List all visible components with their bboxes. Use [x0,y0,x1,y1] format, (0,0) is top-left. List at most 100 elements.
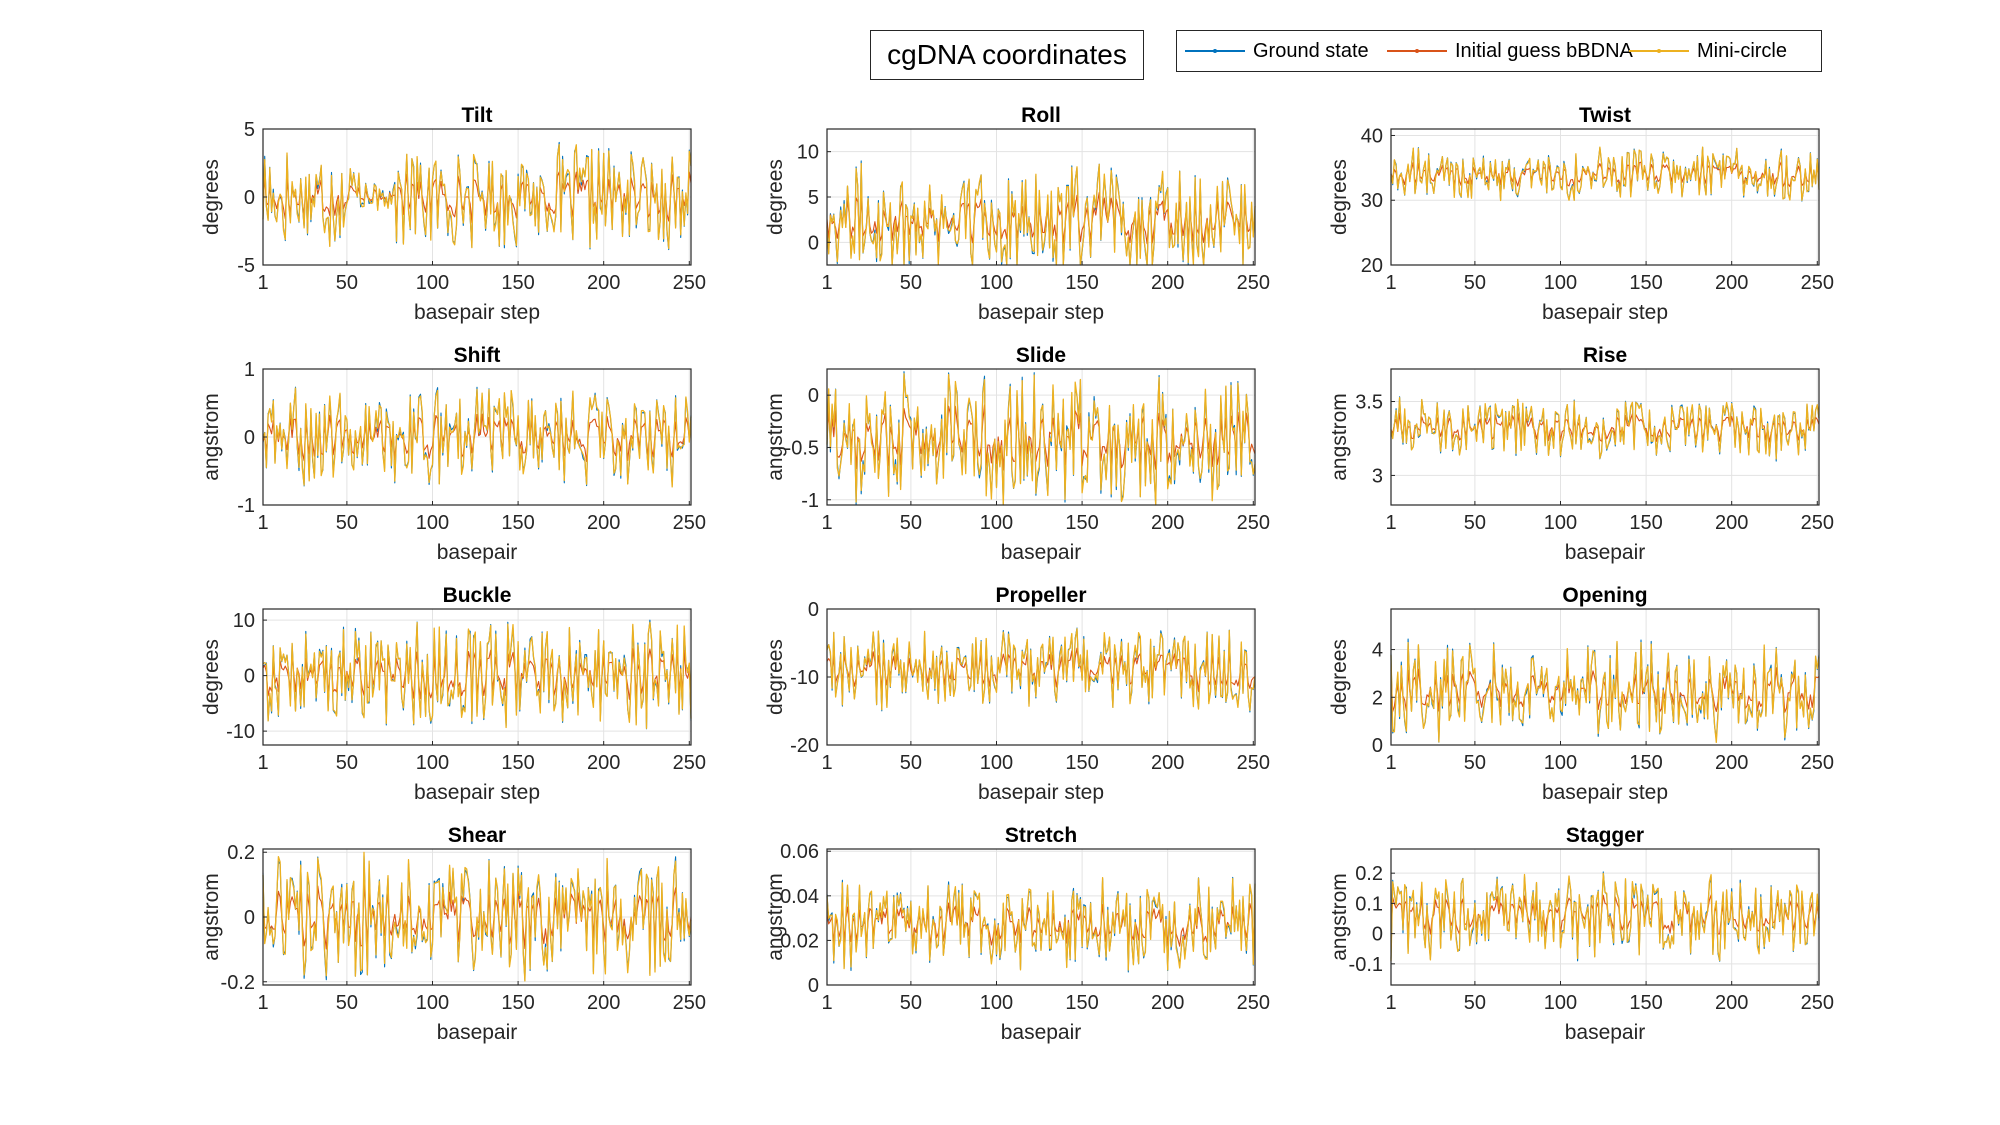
legend-item-initial-guess: Initial guess bBDNA [1387,31,1633,71]
x-tick-label: 150 [1065,752,1098,774]
axes-box [1390,848,1820,986]
legend-line-ground-state [1185,48,1245,53]
x-axis-label: basepair [1001,1021,1082,1044]
x-tick-label: 50 [900,992,922,1014]
x-tick-label: 250 [673,752,706,774]
subplot-title: Propeller [995,584,1086,607]
y-tick-label: -10 [226,721,255,743]
legend-label-initial-guess: Initial guess bBDNA [1455,39,1633,62]
x-tick-label: 250 [1237,992,1270,1014]
x-tick-label: 100 [416,512,449,534]
y-axis-label: degrees [764,159,787,235]
x-tick-label: 1 [821,992,832,1014]
y-axis-label: angstrom [764,393,787,481]
plot-area [827,849,1255,985]
x-tick-label: 100 [980,272,1013,294]
y-tick-label: 3 [1372,465,1383,487]
series-line-mini-circle [826,373,1256,506]
x-axis-label: basepair [1001,541,1082,564]
x-tick-label: 50 [336,752,358,774]
x-tick-label: 200 [587,992,620,1014]
y-tick-label: -1 [237,495,255,517]
y-tick-label: 10 [797,142,819,164]
y-tick-label: -1 [801,490,819,512]
x-tick-label: 150 [501,992,534,1014]
y-tick-label: 0 [1372,924,1383,946]
x-axis-label: basepair step [1542,781,1668,804]
series-line-initial-guess-bbdna [826,902,1256,947]
y-tick-label: 0 [244,187,255,209]
x-tick-label: 250 [673,272,706,294]
subplot-stretch: 1 50 100 150 200 25000.020.040.06Stretchbasep… [764,824,1270,1044]
y-tick-label: 40 [1361,125,1383,147]
x-tick-label: 250 [1237,272,1270,294]
x-tick-label: 50 [900,272,922,294]
series-line-mini-circle [1390,640,1820,744]
figure-title: cgDNA coordinates [870,30,1144,80]
subplot-title: Roll [1021,104,1061,127]
series-line-mini-circle [262,621,692,729]
y-tick-label: -10 [790,667,819,689]
x-tick-label: 1 [257,512,268,534]
axes-box [826,368,1256,506]
y-tick-label: 4 [1372,640,1383,662]
axes-box [1390,368,1820,506]
subplot-title: Shear [448,824,506,847]
x-tick-label: 1 [1385,992,1396,1014]
x-tick-label: 150 [1065,992,1098,1014]
x-tick-label: 50 [900,752,922,774]
x-tick-label: 100 [1544,512,1577,534]
y-tick-label: 0 [808,385,819,407]
x-tick-label: 100 [1544,992,1577,1014]
legend-item-mini-circle: Mini-circle [1629,31,1787,71]
plot-area [1391,129,1819,265]
y-tick-label: 3.5 [1355,392,1383,414]
series-line-mini-circle [262,143,692,250]
y-axis-label: angstrom [200,393,223,481]
x-tick-label: 50 [1464,992,1486,1014]
axes-box [1390,128,1820,266]
axes-box [262,608,692,746]
subplot-stagger: 1 50 100 150 200 250-0.100.10.2Staggerbasepai… [1328,824,1834,1044]
y-tick-label: 5 [244,119,255,141]
subplot-title: Twist [1579,104,1631,127]
y-tick-label: 5 [808,187,819,209]
x-axis-label: basepair step [978,301,1104,324]
legend: Ground state Initial guess bBDNA Mini-ci… [1176,30,1822,72]
subplot-title: Stretch [1005,824,1077,847]
y-tick-label: 0.1 [1355,893,1383,915]
x-axis-label: basepair [1565,541,1646,564]
series-line-mini-circle [1390,146,1820,202]
subplot-title: Opening [1562,584,1647,607]
plot-area [263,609,691,745]
x-tick-label: 200 [587,272,620,294]
series-line-mini-circle [826,162,1256,266]
x-tick-label: 200 [587,512,620,534]
y-tick-label: 2 [1372,687,1383,709]
x-tick-label: 250 [1237,512,1270,534]
x-tick-label: 100 [980,752,1013,774]
y-axis-label: angstrom [200,873,223,961]
x-tick-label: 1 [821,752,832,774]
x-axis-label: basepair step [414,781,540,804]
y-tick-label: 0 [1372,735,1383,757]
series-line-mini-circle [262,387,692,488]
x-tick-label: 1 [257,272,268,294]
series-line-mini-circle [826,876,1256,971]
y-tick-label: 0 [244,427,255,449]
y-axis-label: degrees [1328,159,1351,235]
series-line-initial-guess-bbdna [262,171,692,224]
y-axis-label: angstrom [764,873,787,961]
x-tick-label: 1 [257,752,268,774]
x-tick-label: 250 [1801,512,1834,534]
y-tick-label: 0 [244,907,255,929]
y-axis-label: angstrom [1328,393,1351,481]
legend-line-initial-guess [1387,48,1447,53]
y-axis-label: degrees [1328,639,1351,715]
y-tick-label: 0 [808,975,819,997]
legend-label-ground-state: Ground state [1253,39,1369,62]
x-axis-label: basepair [1565,1021,1646,1044]
